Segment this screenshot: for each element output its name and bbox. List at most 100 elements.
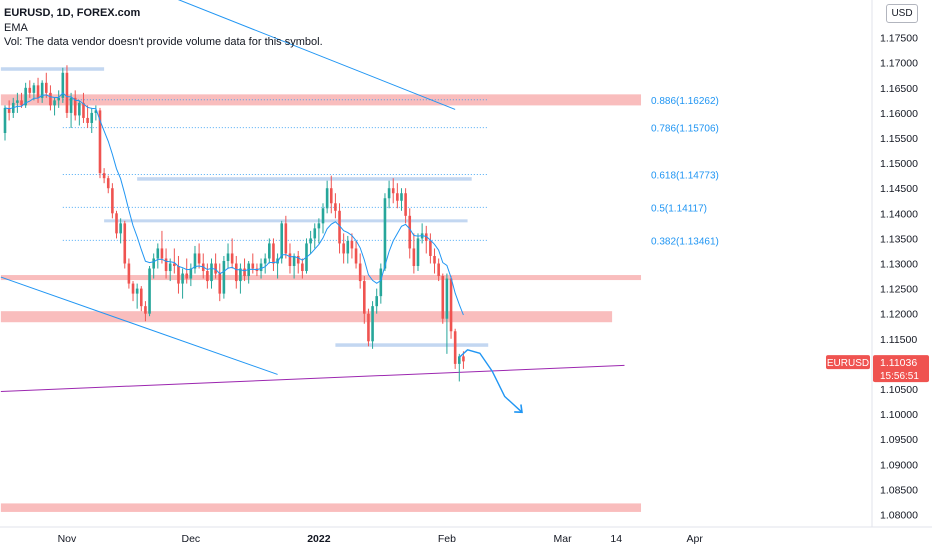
candle[interactable]	[424, 225, 428, 254]
candle[interactable]	[412, 233, 416, 274]
current-price-label[interactable]: EURUSD 1.11036 15:56:51	[826, 355, 929, 383]
candle[interactable]	[400, 188, 403, 211]
candle[interactable]	[173, 248, 176, 274]
candle[interactable]	[61, 67, 65, 103]
candle[interactable]	[65, 65, 69, 118]
candle[interactable]	[383, 193, 387, 272]
candle[interactable]	[230, 238, 234, 269]
upper-trendline[interactable]	[141, 0, 456, 110]
candle[interactable]	[131, 281, 135, 302]
candle[interactable]	[135, 283, 139, 309]
candle[interactable]	[160, 230, 164, 264]
candle[interactable]	[317, 218, 321, 244]
resistance-zone-1[interactable]	[0, 275, 642, 281]
candle[interactable]	[73, 90, 77, 121]
candle[interactable]	[90, 107, 94, 134]
candle[interactable]	[346, 235, 350, 264]
candle[interactable]	[243, 258, 246, 282]
candle[interactable]	[214, 253, 217, 279]
candle[interactable]	[272, 238, 275, 272]
candle[interactable]	[144, 301, 147, 322]
candle[interactable]	[28, 80, 32, 98]
candle[interactable]	[449, 276, 453, 339]
candle[interactable]	[292, 253, 296, 279]
support-zone-4[interactable]	[0, 67, 105, 71]
indicator-ema-label[interactable]: EMA	[4, 21, 28, 34]
candle[interactable]	[234, 255, 238, 289]
candle[interactable]	[391, 178, 395, 204]
candle[interactable]	[69, 92, 73, 128]
candle[interactable]	[193, 245, 197, 274]
candle[interactable]	[334, 193, 337, 219]
candle[interactable]	[296, 250, 300, 274]
candle[interactable]	[53, 97, 56, 116]
candle[interactable]	[82, 92, 85, 123]
candle[interactable]	[325, 180, 329, 214]
candle[interactable]	[94, 105, 98, 121]
candle[interactable]	[301, 258, 304, 279]
candle[interactable]	[288, 243, 292, 274]
candle[interactable]	[358, 253, 362, 289]
candle[interactable]	[189, 263, 193, 287]
lower-trendline[interactable]	[0, 276, 278, 375]
candle[interactable]	[396, 183, 399, 209]
candle[interactable]	[3, 105, 7, 141]
candle[interactable]	[429, 233, 432, 264]
candle[interactable]	[7, 100, 11, 121]
resistance-zone-2[interactable]	[0, 311, 613, 323]
resistance-zone-3[interactable]	[0, 503, 642, 512]
candle[interactable]	[280, 220, 284, 264]
forecast-arrow[interactable]	[458, 349, 523, 414]
candle[interactable]	[313, 223, 317, 249]
candle[interactable]	[148, 266, 151, 317]
candle[interactable]	[375, 288, 378, 314]
candle[interactable]	[156, 243, 160, 269]
candle[interactable]	[24, 82, 27, 108]
candle[interactable]	[40, 80, 44, 103]
candle[interactable]	[139, 286, 143, 312]
candle[interactable]	[458, 353, 461, 382]
candle[interactable]	[152, 253, 155, 279]
candle[interactable]	[86, 105, 89, 128]
support-zone-5[interactable]	[137, 177, 472, 181]
candle[interactable]	[164, 248, 168, 279]
candle[interactable]	[111, 183, 114, 219]
candle[interactable]	[445, 273, 449, 354]
symbol-title[interactable]: EURUSD, 1D, FOREX.com	[4, 7, 141, 19]
support-zone-7[interactable]	[335, 343, 489, 347]
candle[interactable]	[177, 255, 180, 294]
candle[interactable]	[127, 258, 131, 289]
candle[interactable]	[181, 268, 184, 299]
candle[interactable]	[185, 258, 189, 284]
ema-line[interactable]	[4, 92, 464, 316]
candle[interactable]	[251, 253, 255, 274]
candle[interactable]	[329, 175, 333, 214]
candle[interactable]	[123, 220, 127, 269]
candle[interactable]	[45, 72, 48, 98]
time-axis[interactable]: Nov Dec 2022 Feb Mar 14 Apr	[0, 526, 932, 545]
candle[interactable]	[433, 248, 436, 274]
candle[interactable]	[218, 263, 222, 302]
candle[interactable]	[387, 180, 391, 209]
candle[interactable]	[115, 210, 118, 239]
plot-area[interactable]: 0.886(1.16262) 0.786(1.15706) 0.618(1.1477…	[0, 0, 719, 512]
purple-trendline[interactable]	[0, 364, 625, 392]
candle[interactable]	[371, 301, 374, 349]
candle[interactable]	[408, 208, 412, 259]
candle[interactable]	[276, 253, 279, 279]
candle[interactable]	[20, 92, 23, 108]
candle[interactable]	[437, 258, 440, 282]
candle[interactable]	[119, 218, 122, 244]
candle[interactable]	[36, 77, 40, 103]
candle[interactable]	[210, 258, 213, 289]
candle[interactable]	[284, 215, 288, 259]
candle[interactable]	[32, 82, 36, 101]
candle[interactable]	[57, 90, 60, 108]
price-axis[interactable]: 1.17500 1.17000 1.16500 1.16000 1.15500 1.150…	[871, 0, 918, 527]
candle[interactable]	[350, 233, 354, 259]
candle[interactable]	[102, 168, 106, 184]
candle[interactable]	[309, 230, 312, 254]
candle[interactable]	[338, 203, 341, 254]
candle[interactable]	[354, 240, 358, 269]
